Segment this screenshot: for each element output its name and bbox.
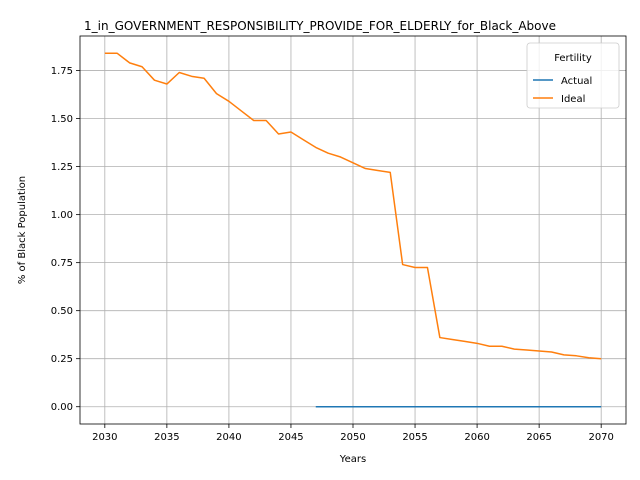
series-line-ideal: [104, 52, 602, 360]
y-tick-label: 1.50: [51, 114, 73, 125]
x-tick-label: 2050: [340, 432, 365, 443]
y-tick-label: 1.00: [51, 210, 73, 221]
x-tick-label: 2045: [278, 432, 303, 443]
legend: Fertility Actual Ideal: [526, 42, 620, 109]
y-tick-label: 0.75: [51, 258, 73, 269]
y-tick-label: 1.25: [51, 162, 73, 173]
x-tick-label: 2060: [464, 432, 489, 443]
legend-label-actual: Actual: [561, 76, 592, 87]
legend-box: [526, 42, 620, 109]
x-tick-label: 2040: [216, 432, 241, 443]
y-tick-label: 1.75: [51, 66, 73, 77]
y-tick-label: 0.00: [51, 402, 73, 413]
series-layer: [104, 52, 602, 408]
x-tick-label: 2065: [526, 432, 551, 443]
y-tick-label: 0.25: [51, 354, 73, 365]
x-tick-label: 2035: [154, 432, 179, 443]
x-axis-label: Years: [339, 454, 366, 465]
legend-title: Fertility: [554, 53, 592, 64]
x-tick-label: 2030: [92, 432, 117, 443]
x-tick-label: 2055: [402, 432, 427, 443]
x-tick-label: 2070: [588, 432, 613, 443]
y-axis-ticks: 0.00 0.25 0.50 0.75 1.00 1.25 1.50 1.75: [51, 66, 80, 413]
chart-title: 1_in_GOVERNMENT_RESPONSIBILITY_PROVIDE_F…: [84, 19, 556, 33]
y-tick-label: 0.50: [51, 306, 73, 317]
legend-label-ideal: Ideal: [561, 94, 585, 105]
x-axis-ticks: 2030 2035 2040 2045 2050 2055 2060 2065 2070: [92, 424, 614, 443]
y-axis-label: % of Black Population: [17, 176, 28, 284]
